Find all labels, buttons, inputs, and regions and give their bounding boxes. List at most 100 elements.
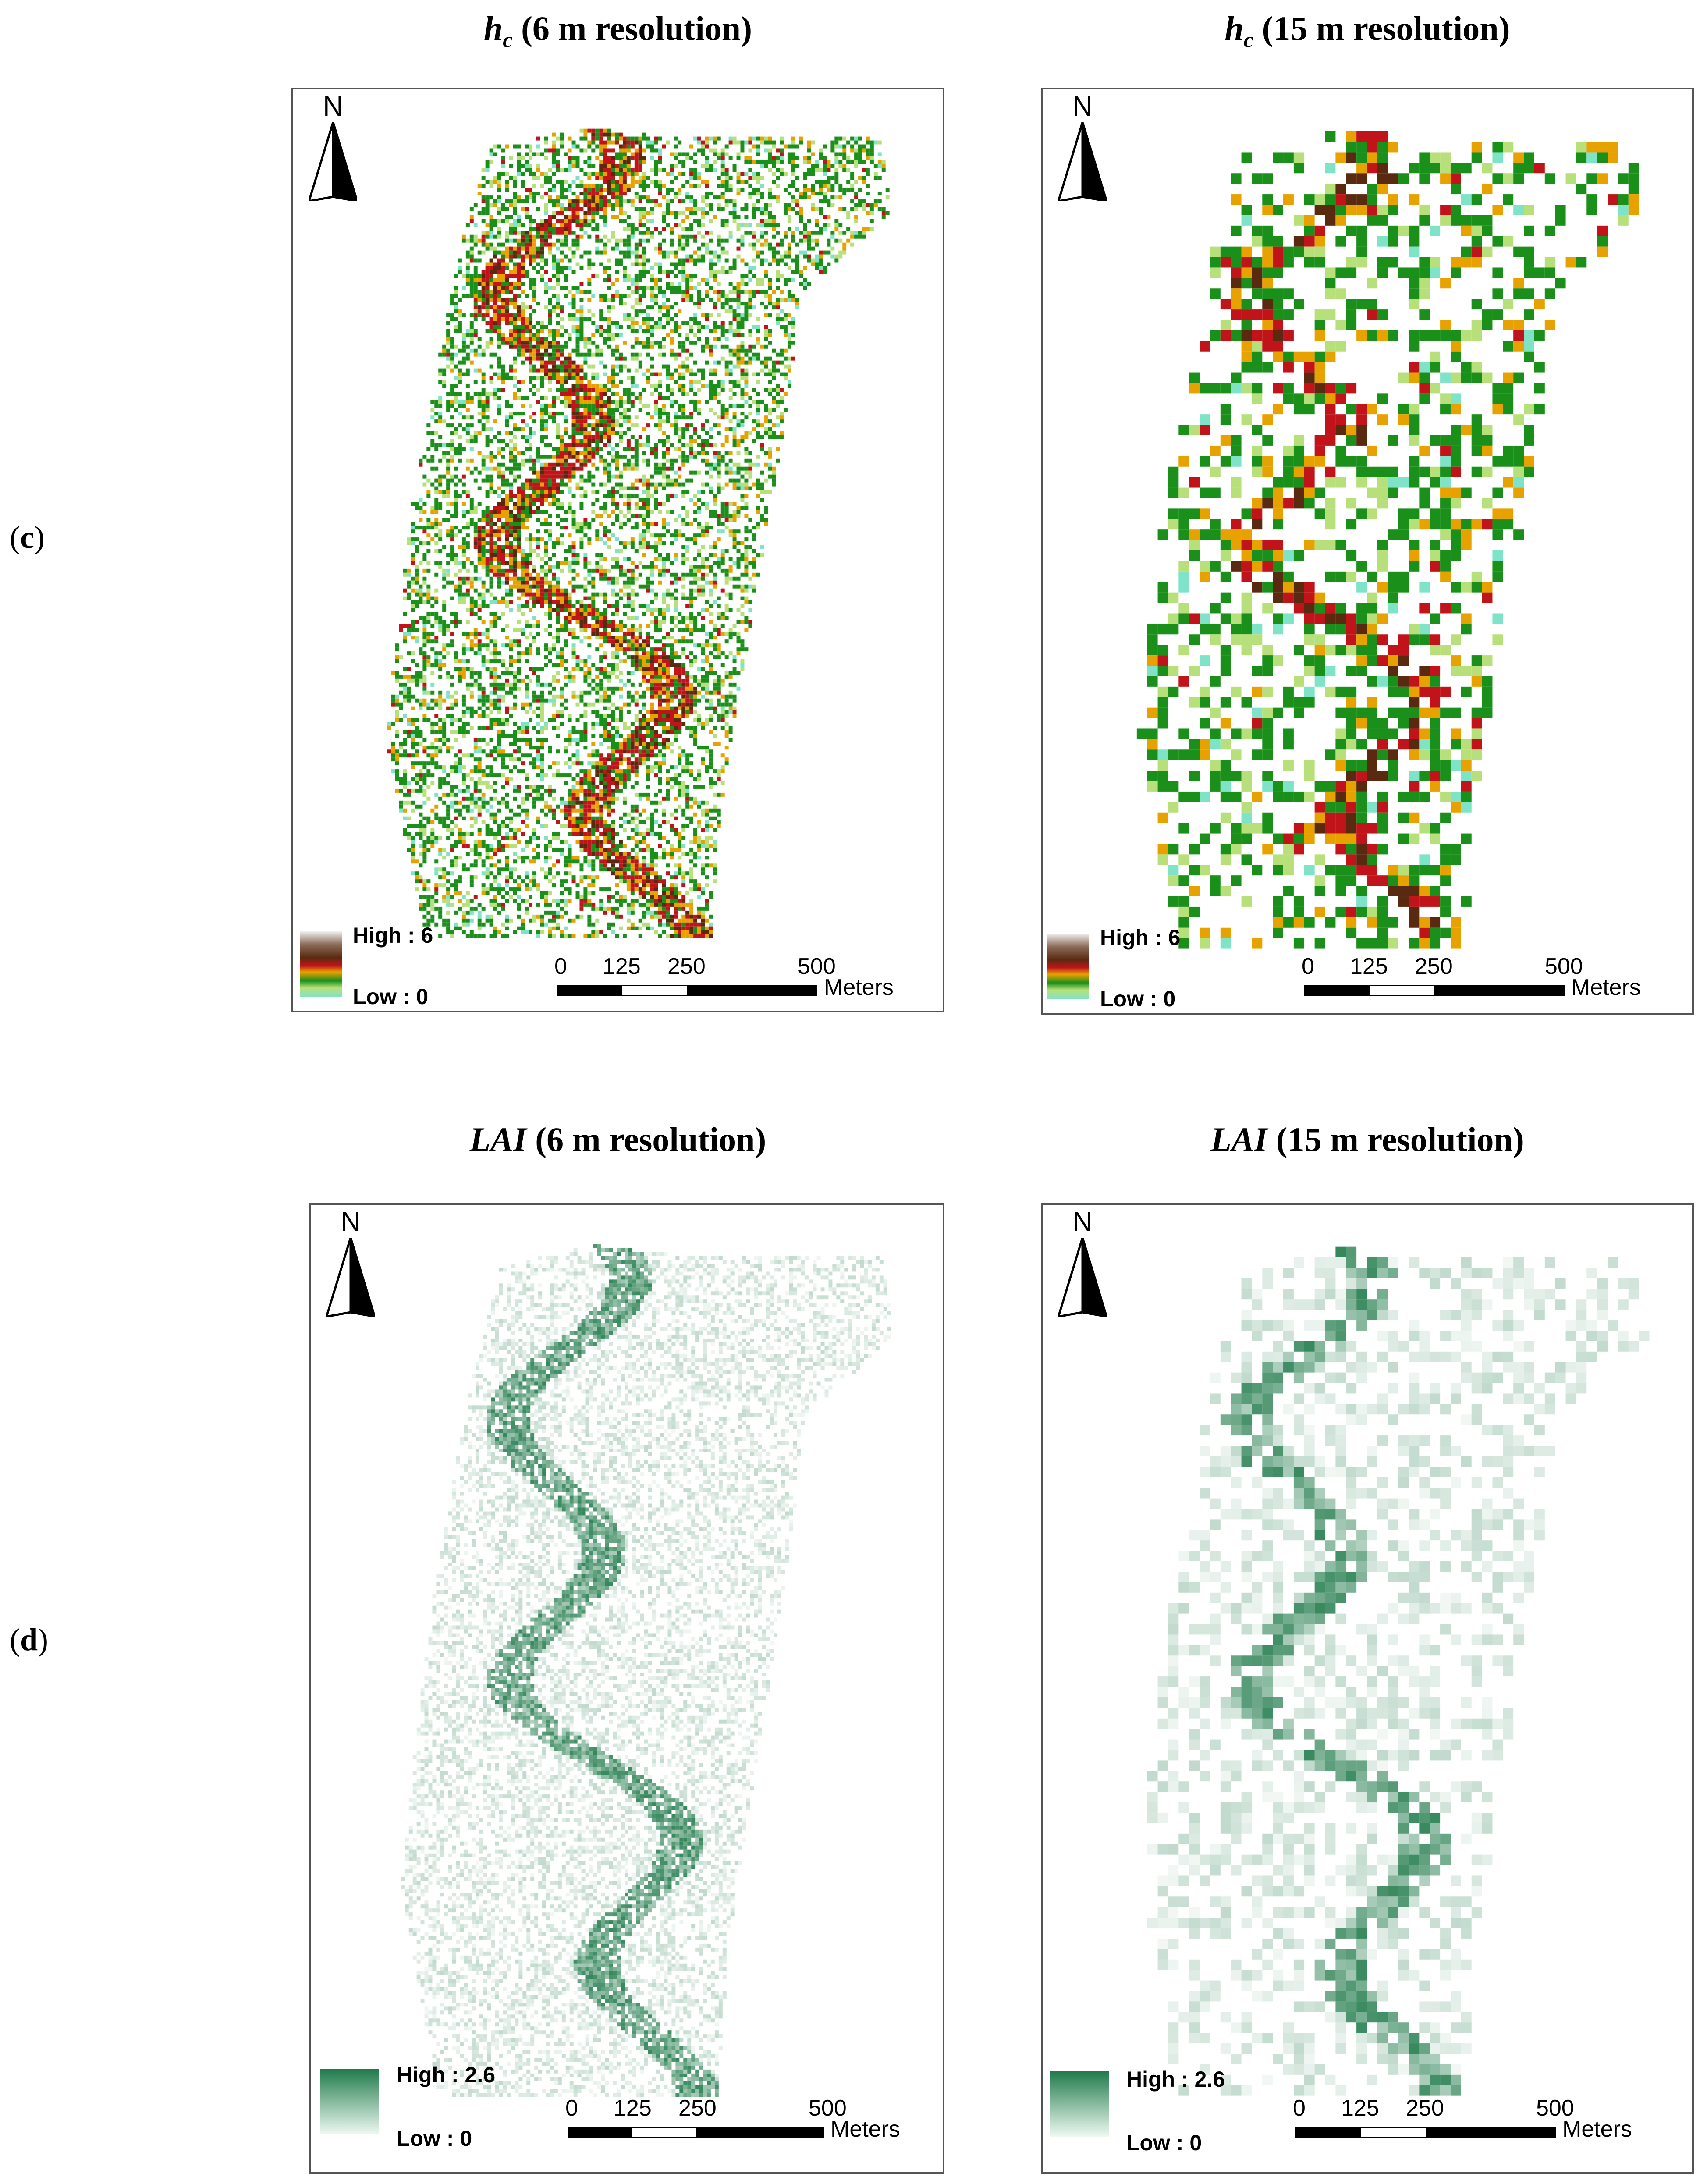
raster-cell	[618, 164, 623, 168]
raster-cell	[509, 510, 513, 514]
raster-cell	[568, 215, 572, 219]
raster-cell	[740, 242, 745, 247]
raster-cell	[685, 337, 690, 341]
raster-cell	[583, 522, 588, 526]
raster-cell	[497, 294, 501, 298]
raster-cell	[713, 195, 717, 200]
raster-cell	[509, 553, 513, 557]
raster-cell	[521, 561, 525, 565]
raster-cell	[571, 526, 576, 530]
raster-cell	[497, 518, 501, 522]
raster-cell	[626, 408, 631, 412]
raster-cell	[780, 274, 784, 278]
raster-cell	[595, 156, 600, 160]
raster-cell	[626, 246, 631, 251]
raster-cell	[544, 408, 548, 412]
raster-cell	[532, 494, 537, 498]
raster-cell	[481, 400, 486, 404]
raster-cell	[681, 274, 686, 278]
raster-cell	[618, 192, 623, 196]
raster-cell	[469, 234, 474, 239]
raster-cell	[768, 282, 772, 286]
raster-cell	[489, 184, 493, 188]
raster-cell	[564, 376, 568, 380]
raster-cell	[744, 180, 749, 184]
raster-cell	[532, 294, 537, 298]
raster-cell	[618, 526, 623, 530]
raster-cell	[529, 164, 533, 168]
raster-cell	[501, 219, 505, 223]
raster-cell	[638, 506, 642, 510]
raster-cell	[529, 557, 533, 561]
raster-cell	[493, 294, 497, 298]
raster-cell	[791, 180, 795, 184]
raster-cell	[697, 207, 701, 211]
raster-cell	[540, 423, 544, 428]
raster-cell	[697, 231, 701, 235]
raster-cell	[776, 148, 780, 153]
raster-cell	[493, 219, 497, 223]
raster-cell	[587, 341, 592, 345]
raster-cell	[595, 435, 600, 439]
raster-cell	[481, 427, 486, 432]
raster-cell	[823, 199, 827, 204]
raster-cell	[748, 290, 752, 294]
raster-cell	[454, 274, 458, 278]
raster-cell	[701, 234, 705, 239]
raster-cell	[473, 537, 478, 542]
raster-cell	[760, 195, 764, 200]
raster-cell	[685, 274, 690, 278]
raster-cell	[595, 447, 600, 451]
raster-cell	[658, 470, 662, 475]
raster-cell	[732, 203, 737, 207]
raster-cell	[689, 451, 694, 455]
raster-cell	[465, 466, 470, 471]
raster-cell	[772, 164, 776, 168]
raster-cell	[579, 266, 584, 270]
raster-cell	[752, 231, 756, 235]
raster-cell	[713, 502, 717, 506]
raster-cell	[611, 192, 615, 196]
raster-cell	[489, 427, 493, 432]
raster-cell	[603, 470, 607, 475]
raster-cell	[728, 529, 733, 534]
raster-cell	[430, 408, 435, 412]
raster-cell	[693, 408, 698, 412]
raster-cell	[630, 482, 635, 487]
raster-cell	[634, 136, 639, 141]
raster-cell	[772, 408, 776, 412]
raster-cell	[454, 400, 458, 404]
raster-cell	[607, 423, 611, 428]
raster-cell	[548, 557, 552, 561]
raster-cell	[521, 553, 525, 557]
raster-cell	[591, 502, 596, 506]
raster-cell	[756, 455, 760, 459]
raster-cell	[517, 270, 521, 274]
raster-cell	[764, 427, 768, 432]
raster-cell	[446, 352, 451, 357]
raster-cell	[469, 254, 474, 259]
raster-cell	[748, 451, 752, 455]
raster-cell	[517, 396, 521, 400]
raster-cell	[748, 168, 752, 172]
raster-cell	[517, 490, 521, 494]
raster-cell	[634, 458, 639, 463]
raster-cell	[732, 431, 737, 435]
raster-cell	[426, 518, 431, 522]
raster-cell	[740, 325, 745, 329]
raster-cell	[807, 172, 811, 176]
raster-cell	[568, 302, 572, 306]
raster-cell	[736, 192, 741, 196]
raster-cell	[450, 455, 454, 459]
raster-cell	[552, 227, 556, 231]
raster-cell	[544, 455, 548, 459]
raster-cell	[803, 227, 807, 231]
raster-cell	[740, 474, 745, 479]
raster-cell	[611, 502, 615, 506]
raster-cell	[603, 506, 607, 510]
raster-cell	[591, 164, 596, 168]
raster-cell	[450, 545, 454, 550]
raster-cell	[454, 384, 458, 388]
raster-cell	[485, 262, 490, 266]
raster-cell	[544, 553, 548, 557]
